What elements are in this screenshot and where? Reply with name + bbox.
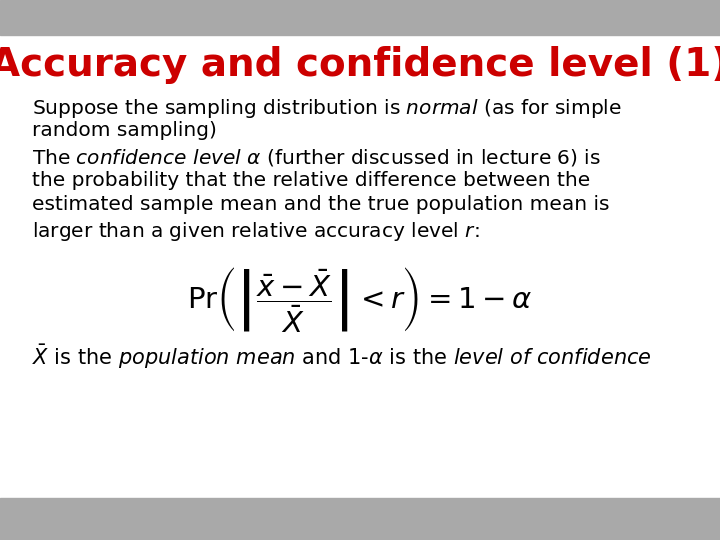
Text: estimated sample mean and the true population mean is: estimated sample mean and the true popul… <box>32 195 610 214</box>
Text: $\bar{X}$ is the $\mathit{population\ mean}$ and 1-$\alpha$ is the $\mathit{leve: $\bar{X}$ is the $\mathit{population\ me… <box>32 343 652 371</box>
Text: Statistics for Marketing & Consumer Research
Copyright © 2008 - Mario Mazzocchi: Statistics for Marketing & Consumer Rese… <box>32 505 273 526</box>
Text: The $\mathbf{\mathit{confidence\ level}}$ $\alpha$ (further discussed in lecture: The $\mathbf{\mathit{confidence\ level}}… <box>32 147 601 168</box>
Text: $\mathrm{Pr}\left(\left|\dfrac{\bar{x}-\bar{X}}{\bar{X}}\right| < r\right) = 1 -: $\mathrm{Pr}\left(\left|\dfrac{\bar{x}-\… <box>187 265 533 334</box>
Text: random sampling): random sampling) <box>32 122 217 140</box>
Text: Accuracy and confidence level (1): Accuracy and confidence level (1) <box>0 46 720 84</box>
Text: Suppose the sampling distribution is $\mathit{normal}$ (as for simple: Suppose the sampling distribution is $\m… <box>32 97 622 120</box>
Text: larger than a given relative accuracy level $r$:: larger than a given relative accuracy le… <box>32 220 480 243</box>
Text: the probability that the relative difference between the: the probability that the relative differ… <box>32 171 590 190</box>
Text: 22: 22 <box>664 505 695 525</box>
